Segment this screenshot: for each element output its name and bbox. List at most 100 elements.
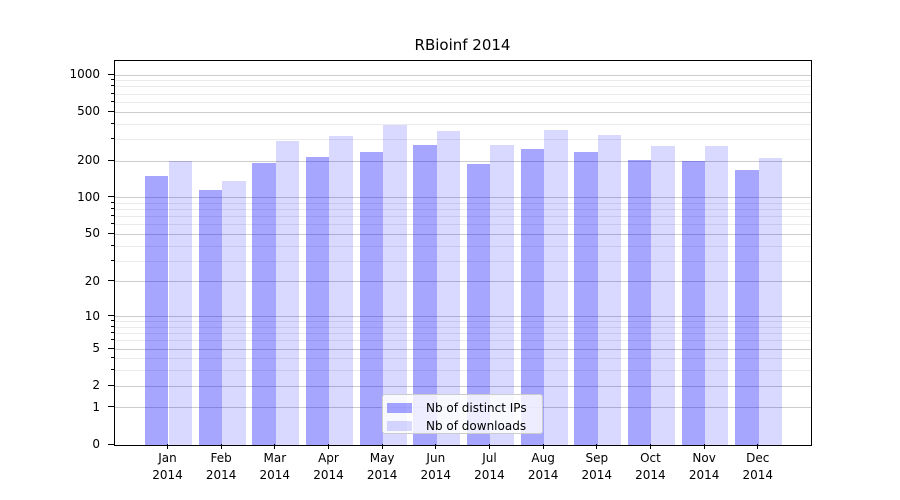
minor-gridline <box>115 216 811 218</box>
x-tick-label: Nov 2014 <box>688 451 720 482</box>
minor-gridline <box>115 224 811 226</box>
x-tick-label: Oct 2014 <box>635 451 666 482</box>
y-major-tick <box>108 443 114 445</box>
x-tick <box>703 444 705 449</box>
minor-gridline <box>115 80 811 82</box>
y-major-tick <box>108 232 114 234</box>
bar-mar-downloads <box>275 141 300 445</box>
x-tick <box>167 444 168 449</box>
y-minor-tick <box>111 339 114 341</box>
y-tick-label: 2 <box>92 378 100 393</box>
legend-swatch-distinct-ips <box>387 403 412 413</box>
y-minor-tick <box>111 137 114 139</box>
y-minor-tick <box>111 332 114 334</box>
y-tick-label: 1 <box>92 399 100 414</box>
legend-item-downloads: Nb of downloads <box>387 417 542 435</box>
x-tick-label: May 2014 <box>366 451 398 482</box>
plot-area: Nb of distinct IPs Nb of downloads <box>114 60 812 446</box>
y-minor-tick <box>111 357 114 359</box>
y-major-tick <box>108 384 114 386</box>
x-tick-label: Sep 2014 <box>581 451 613 482</box>
x-tick-label: Jan 2014 <box>152 451 183 482</box>
bar-jan-ips <box>145 176 169 445</box>
x-tick <box>327 444 329 449</box>
y-minor-tick <box>111 79 114 81</box>
minor-gridline <box>115 333 811 335</box>
y-tick-label: 0 <box>92 437 100 451</box>
x-tick-label: Jun 2014 <box>420 451 452 482</box>
y-tick-label: 20 <box>84 273 100 288</box>
major-gridline <box>115 160 811 162</box>
major-gridline <box>115 197 811 199</box>
y-tick-label: 10 <box>84 308 100 323</box>
x-tick <box>757 444 759 449</box>
minor-gridline <box>115 202 811 204</box>
y-major-tick <box>108 159 114 161</box>
major-gridline <box>115 316 811 318</box>
major-gridline <box>115 281 811 283</box>
major-gridline <box>115 111 811 113</box>
y-minor-tick <box>111 215 114 217</box>
y-major-tick <box>108 315 114 317</box>
x-tick <box>596 444 598 449</box>
minor-gridline <box>115 370 811 372</box>
major-gridline <box>115 348 811 350</box>
x-tick <box>381 444 383 449</box>
legend-label-downloads: Nb of downloads <box>426 419 527 433</box>
bar-jul-downloads <box>490 144 514 445</box>
bar-feb-downloads <box>222 180 246 445</box>
minor-gridline <box>115 358 811 360</box>
minor-gridline <box>115 93 811 95</box>
legend-label-distinct-ips: Nb of distinct IPs <box>426 401 527 415</box>
bar-may-ips <box>359 152 384 445</box>
minor-gridline <box>115 326 811 328</box>
minor-gridline <box>115 138 811 140</box>
y-minor-tick <box>111 259 114 261</box>
y-major-tick <box>108 280 114 282</box>
bar-mar-ips <box>252 163 276 445</box>
x-tick <box>542 444 544 449</box>
minor-gridline <box>115 209 811 211</box>
x-tick-label: Jul 2014 <box>474 451 505 482</box>
y-minor-tick <box>111 320 114 322</box>
y-minor-tick <box>111 122 114 124</box>
x-tick <box>488 444 490 449</box>
bar-jun-ips <box>413 145 437 445</box>
x-tick-label: Aug 2014 <box>527 451 559 482</box>
major-gridline <box>115 233 811 235</box>
x-tick <box>649 444 651 449</box>
bar-apr-ips <box>306 156 330 445</box>
y-major-tick <box>108 347 114 349</box>
bar-apr-downloads <box>329 135 353 445</box>
y-minor-tick <box>111 100 114 102</box>
y-major-tick <box>108 73 114 75</box>
x-tick-label: Apr 2014 <box>313 451 344 482</box>
y-major-tick <box>108 196 114 198</box>
bar-sep-ips <box>574 151 598 445</box>
chart-title: RBioinf 2014 <box>414 36 511 54</box>
minor-gridline <box>115 86 811 88</box>
minor-gridline <box>115 123 811 125</box>
y-tick-label: 1000 <box>69 67 100 82</box>
legend-swatch-downloads <box>387 421 412 431</box>
x-tick <box>435 444 437 449</box>
major-gridline <box>115 74 811 76</box>
y-tick-label: 50 <box>84 226 100 241</box>
x-tick-label: Mar 2014 <box>259 451 291 482</box>
bar-nov-downloads <box>705 146 729 445</box>
x-tick-label: Dec 2014 <box>742 451 774 482</box>
minor-gridline <box>115 260 811 262</box>
bar-feb-ips <box>198 190 223 445</box>
bar-jan-downloads <box>168 161 192 445</box>
bar-aug-downloads <box>544 129 568 445</box>
y-minor-tick <box>111 201 114 203</box>
y-minor-tick <box>111 369 114 371</box>
minor-gridline <box>115 340 811 342</box>
bars-layer <box>115 61 811 445</box>
y-minor-tick <box>111 223 114 225</box>
y-minor-tick <box>111 92 114 94</box>
y-minor-tick <box>111 325 114 327</box>
bar-oct-ips <box>628 159 652 445</box>
x-tick <box>220 444 222 449</box>
minor-gridline <box>115 245 811 247</box>
